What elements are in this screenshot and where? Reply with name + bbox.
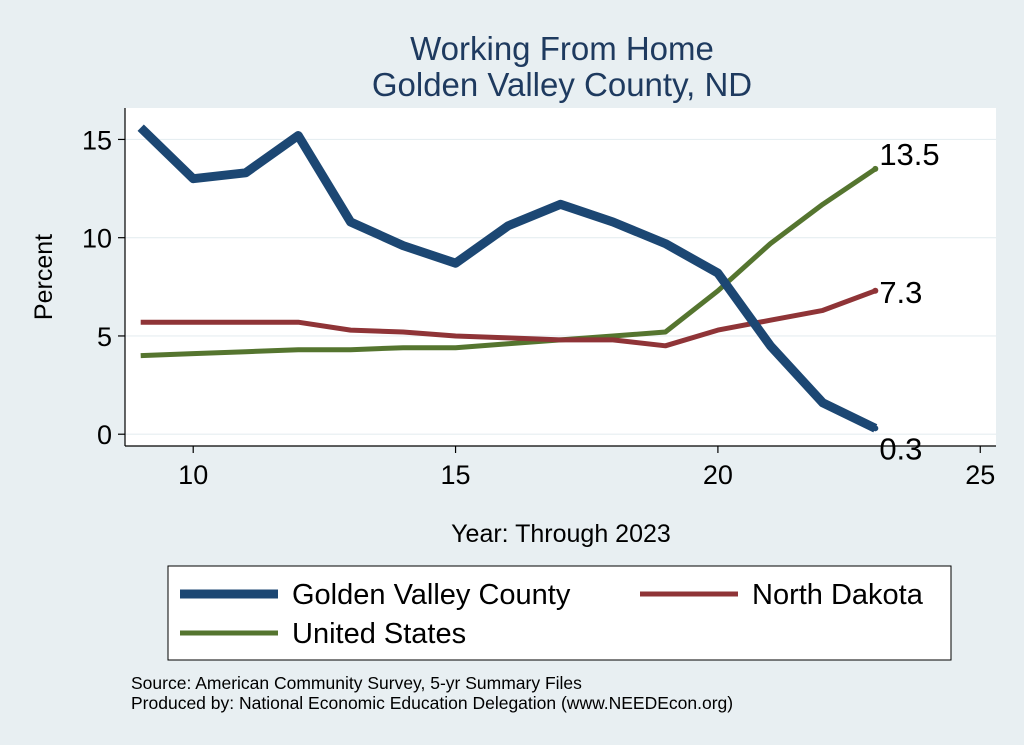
y-tick-label-5: 5: [97, 322, 112, 352]
x-axis-title: Year: Through 2023: [451, 520, 671, 548]
series-layer: [137, 124, 878, 433]
series-line-united-states: [140, 166, 877, 359]
series-line-golden-valley-county: [137, 124, 878, 433]
legend-label-united-states: United States: [292, 618, 466, 650]
y-tick-label-15: 15: [82, 125, 112, 155]
y-tick-label-10: 10: [82, 224, 112, 254]
y-tick-label-0: 0: [97, 420, 112, 450]
chart-title-line-2: Golden Valley County, ND: [372, 66, 752, 103]
x-tick-label-25: 25: [965, 460, 995, 490]
end-label-golden-valley-county: 0.3: [879, 431, 922, 466]
chart-title-line-1: Working From Home: [410, 30, 714, 67]
source-line-2: Produced by: National Economic Education…: [131, 693, 733, 713]
x-tick-label-20: 20: [703, 460, 733, 490]
end-label-north-dakota: 7.3: [879, 275, 922, 310]
x-tick-label-15: 15: [441, 460, 471, 490]
x-ticks: 10 15 20 25: [178, 446, 995, 490]
source-line-1: Source: American Community Survey, 5-yr …: [131, 673, 582, 693]
y-ticks: 0 5 10 15: [82, 125, 125, 450]
grid-lines: [125, 138, 996, 435]
legend-label-north-dakota: North Dakota: [752, 579, 924, 611]
axes: [124, 108, 996, 447]
end-label-united-states: 13.5: [879, 137, 939, 172]
legend-label-golden-valley: Golden Valley County: [292, 579, 571, 611]
end-point-golden-valley-county: [872, 425, 879, 432]
x-tick-label-10: 10: [178, 460, 208, 490]
y-axis-title: Percent: [30, 234, 58, 320]
end-labels: 0.3 7.3 13.5: [872, 137, 940, 466]
end-point-united-states: [872, 165, 879, 172]
plot-area: [125, 108, 996, 446]
end-point-north-dakota: [872, 287, 879, 294]
legend: [167, 565, 952, 661]
